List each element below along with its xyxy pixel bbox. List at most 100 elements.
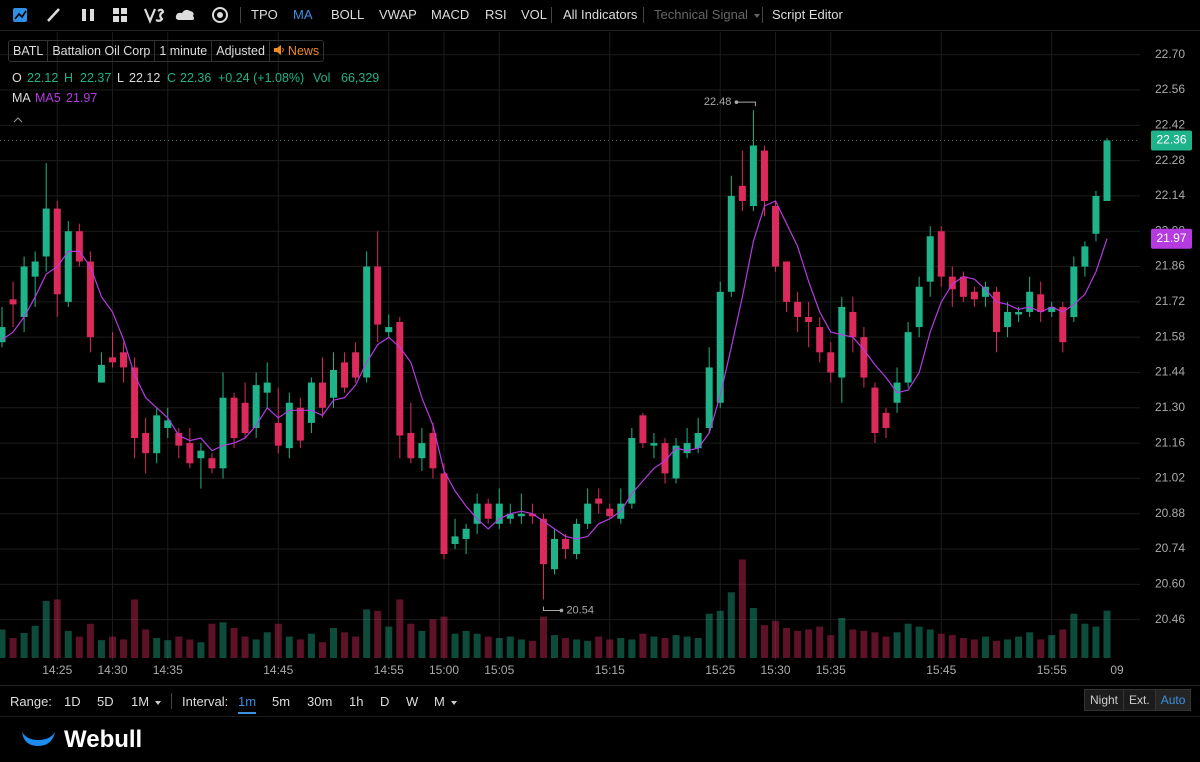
volume-bar — [307, 633, 315, 658]
volume-bar — [296, 639, 304, 658]
event-icon[interactable] — [212, 7, 228, 23]
volume-bar — [893, 632, 901, 658]
x-tick-label: 15:45 — [926, 663, 956, 677]
candle-body — [86, 261, 94, 338]
candle-body — [352, 352, 360, 378]
volume-bar — [639, 633, 647, 658]
range-option[interactable]: 1M — [131, 694, 162, 709]
volume-bar — [517, 639, 525, 658]
indicator[interactable]: VWAP — [379, 7, 417, 22]
session-option[interactable]: Ext. — [1124, 690, 1156, 710]
ma5-value: 21.97 — [66, 91, 98, 105]
collapse-caret[interactable] — [13, 116, 23, 124]
candle-body — [783, 261, 791, 302]
volume-bar — [263, 632, 271, 658]
indicator[interactable]: MACD — [431, 7, 470, 22]
volume-bar — [981, 636, 989, 658]
range-option[interactable]: 1D — [64, 694, 81, 709]
candle-body — [385, 327, 393, 333]
range-option[interactable]: 5D — [97, 694, 114, 709]
all-indicators[interactable]: All Indicators — [563, 7, 638, 22]
range-label: Range: — [10, 694, 52, 709]
draw-icon[interactable] — [47, 8, 60, 22]
candle-icon[interactable] — [82, 9, 86, 21]
candle-body — [396, 322, 404, 436]
candle-body — [164, 420, 172, 428]
candle-body — [307, 382, 315, 423]
candle-body — [330, 369, 337, 398]
candle-body — [0, 327, 6, 343]
y-tick-label: 21.02 — [1155, 471, 1185, 485]
indicator[interactable]: BOLL — [331, 7, 365, 22]
candle-icon — [90, 9, 94, 21]
candle-body — [926, 236, 934, 282]
x-tick-label: 15:00 — [429, 663, 459, 677]
technical-signal[interactable]: Technical Signal — [654, 7, 760, 22]
company-name: Battalion Oil Corp — [48, 41, 156, 61]
candle-body — [705, 367, 713, 428]
candle-body — [1081, 246, 1089, 267]
interval[interactable]: 1 minute — [155, 41, 213, 61]
indicator[interactable]: RSI — [485, 7, 507, 22]
interval-option[interactable]: M — [434, 694, 457, 709]
volume-bar — [86, 623, 94, 658]
candle-body — [672, 445, 680, 479]
volume-bar — [440, 616, 448, 658]
volume-bar — [617, 638, 625, 658]
candle-body — [948, 276, 956, 290]
volume-bar — [20, 633, 28, 658]
volume-bar — [374, 610, 382, 658]
volume-bar — [871, 632, 879, 658]
candle-body — [20, 266, 28, 317]
change: +0.24 (+1.08%) — [218, 71, 305, 85]
indicator[interactable]: TPO — [251, 7, 278, 22]
candle-body — [230, 397, 238, 439]
interval-option[interactable]: 30m — [307, 694, 333, 709]
layout-icon[interactable] — [113, 8, 119, 14]
low-label: 20.54 — [566, 604, 594, 616]
x-tick-label: 15:15 — [595, 663, 625, 677]
compare-icon[interactable] — [143, 8, 165, 24]
volume-bar — [816, 626, 824, 658]
session-option[interactable]: Night — [1085, 690, 1125, 710]
candle-body — [418, 443, 426, 459]
volume-bar — [31, 625, 39, 658]
candle-body — [716, 291, 724, 403]
interval-option[interactable]: 1h — [349, 694, 364, 709]
volume-bar — [318, 642, 326, 658]
candle-body — [595, 498, 603, 504]
volume-bar — [64, 630, 72, 658]
volume-bar — [429, 619, 437, 658]
interval-option[interactable]: D — [380, 694, 390, 709]
indicator[interactable]: VOL — [521, 7, 548, 22]
volume-bar — [551, 635, 558, 658]
candle-body — [506, 513, 514, 519]
volume-bar — [628, 639, 636, 658]
volume-bar — [341, 632, 349, 658]
candle-body — [285, 402, 293, 449]
interval-option-active[interactable]: 1m — [238, 694, 257, 714]
volume-bar — [937, 633, 945, 658]
y-tick-label: 22.56 — [1155, 82, 1185, 96]
candle-body — [904, 332, 912, 383]
session-option-active[interactable]: Auto — [1155, 690, 1191, 710]
interval-option[interactable]: W — [406, 694, 419, 709]
adjust[interactable]: Adjusted — [212, 41, 270, 61]
interval-option[interactable]: 5m — [272, 694, 291, 709]
volume-bar — [904, 623, 912, 658]
separator — [171, 693, 172, 709]
candle-body — [937, 231, 945, 277]
volume-bar — [716, 610, 724, 658]
cloud-icon[interactable] — [175, 9, 195, 20]
volume-bar — [230, 628, 238, 658]
volume-bar — [838, 618, 846, 658]
indicator-active[interactable]: MA — [293, 7, 313, 22]
volume-bar — [142, 629, 150, 658]
news[interactable]: News — [270, 41, 323, 61]
candle-body — [1037, 294, 1045, 312]
candle-body — [142, 433, 150, 454]
candle-body — [1059, 306, 1067, 343]
script-editor[interactable]: Script Editor — [772, 7, 843, 22]
volume-bar — [772, 620, 779, 658]
candle-body — [551, 538, 558, 570]
